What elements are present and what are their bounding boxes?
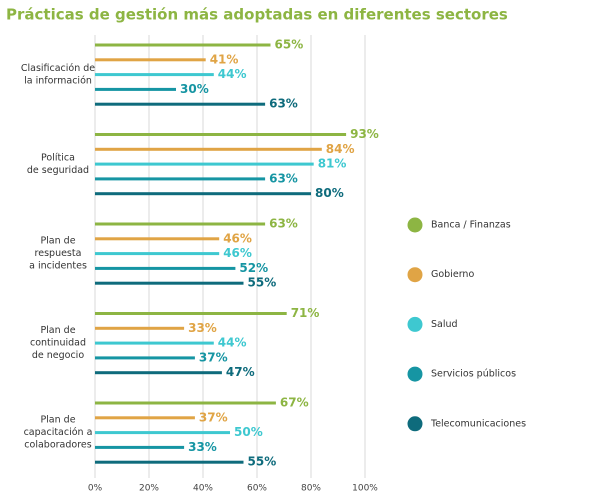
bar — [95, 192, 311, 196]
data-label: 93% — [350, 127, 379, 141]
bar — [95, 312, 287, 315]
data-label: 41% — [210, 52, 239, 66]
data-label: 80% — [315, 186, 344, 200]
category-label: colaboradores — [24, 440, 91, 451]
bar — [95, 237, 220, 241]
category-label: capacitación a — [24, 427, 93, 438]
data-label: 81% — [318, 157, 347, 171]
legend-label: Banca / Finanzas — [431, 220, 511, 231]
x-tick-label: 60% — [247, 484, 267, 494]
data-label: 37% — [199, 410, 228, 424]
bar — [95, 445, 185, 449]
bar — [95, 401, 276, 405]
chart-title: Prácticas de gestión más adoptadas en di… — [6, 6, 508, 24]
legend-marker — [407, 267, 423, 283]
data-label: 50% — [234, 425, 263, 439]
data-label: 71% — [291, 306, 320, 320]
legend-marker — [407, 217, 423, 233]
data-label: 55% — [248, 455, 277, 469]
x-tick-label: 0% — [88, 484, 103, 494]
bar — [95, 177, 266, 181]
bar — [95, 87, 176, 91]
bar — [95, 43, 271, 47]
data-label: 52% — [239, 261, 268, 275]
bar — [95, 147, 322, 151]
bar — [95, 102, 266, 106]
data-label: 55% — [248, 276, 277, 290]
bar — [95, 326, 185, 330]
x-tick-label: 20% — [139, 484, 159, 494]
bar — [95, 341, 214, 345]
legend-label: Telecomunicaciones — [430, 418, 526, 429]
category-label: continuidad — [30, 338, 86, 349]
data-label: 44% — [218, 336, 247, 350]
bar — [95, 222, 266, 226]
data-label: 30% — [180, 82, 209, 96]
data-label: 47% — [226, 365, 255, 379]
x-tick-label: 100% — [352, 484, 378, 494]
bar — [95, 281, 244, 285]
legend-marker — [407, 366, 423, 382]
bar — [95, 431, 230, 435]
category-label: Plan de — [40, 325, 75, 336]
category-label: Plan de — [40, 236, 75, 247]
category-label: Política — [41, 152, 75, 163]
bar — [95, 252, 220, 256]
bar — [95, 460, 244, 464]
category-label: Clasificación de — [21, 63, 95, 74]
data-label: 46% — [223, 246, 252, 260]
bar — [95, 416, 195, 420]
data-label: 84% — [326, 142, 355, 156]
data-label: 33% — [188, 321, 217, 335]
data-label: 67% — [280, 396, 309, 410]
legend-marker — [407, 416, 423, 432]
x-tick-label: 80% — [301, 484, 321, 494]
category-label: Plan de — [40, 415, 75, 426]
category-label: respuesta — [35, 248, 82, 259]
category-label: de seguridad — [27, 165, 89, 176]
data-label: 37% — [199, 350, 228, 364]
legend-label: Servicios públicos — [431, 369, 516, 380]
data-label: 33% — [188, 440, 217, 454]
data-label: 44% — [218, 67, 247, 81]
data-label: 63% — [269, 217, 298, 231]
legend-marker — [407, 316, 423, 332]
bar — [95, 133, 347, 136]
bar — [95, 371, 222, 375]
legend-label: Gobierno — [431, 269, 474, 280]
category-label: a incidentes — [29, 261, 87, 272]
bar — [95, 266, 236, 270]
bar — [95, 58, 206, 62]
data-label: 65% — [275, 38, 304, 52]
data-label: 63% — [269, 97, 298, 111]
data-label: 46% — [223, 231, 252, 245]
bar — [95, 73, 214, 77]
category-label: la información — [24, 75, 92, 86]
legend-label: Salud — [431, 319, 458, 330]
category-label: de negocio — [32, 350, 84, 361]
bar — [95, 356, 195, 360]
data-label: 63% — [269, 171, 298, 185]
x-tick-label: 40% — [193, 484, 213, 494]
bar — [95, 162, 314, 166]
